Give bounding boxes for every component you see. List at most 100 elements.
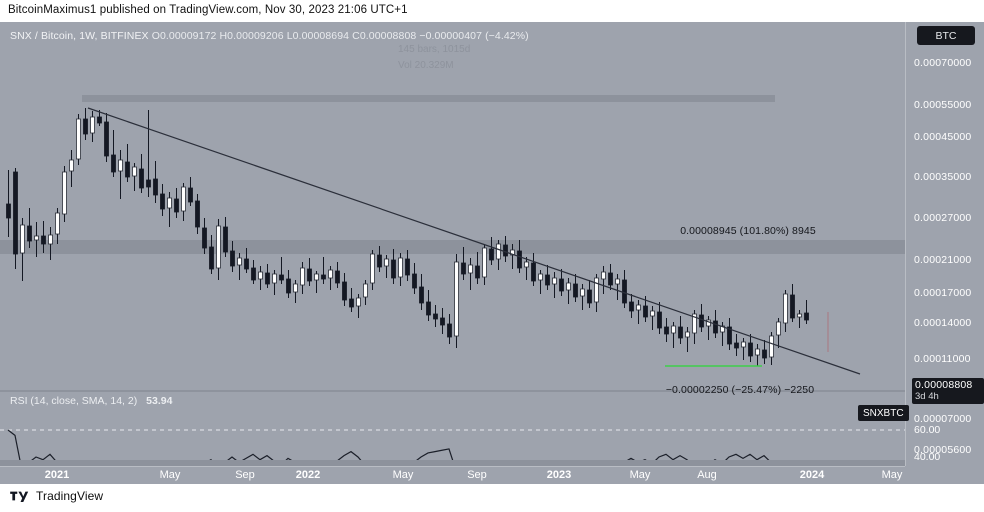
candle-body [216,225,221,269]
candle-body [657,311,662,329]
rsi-pane[interactable] [0,392,905,460]
legend-open-label: O [151,30,160,42]
candle-body [188,187,193,203]
bar-countdown: 3d 4h [915,391,939,402]
bars-info: 145 bars, 1015d [398,44,471,55]
price-tick-10: 0.00005600 [914,444,972,456]
candle-body [594,277,599,303]
candle-body [265,272,270,285]
legend-open-value: 0.00009172 [159,30,217,42]
time-label-9: 2024 [799,469,825,481]
rsi-lower-band [0,460,905,466]
rsi-plot [0,429,905,460]
candle-body [223,226,228,253]
chart-container[interactable]: SNX / Bitcoin, 1W, BITFINEX O0.00009172 … [0,22,984,484]
current-price-badge[interactable]: 0.00008808 3d 4h [912,378,984,404]
footer: TradingView [10,489,103,503]
rsi-legend[interactable]: RSI (14, close, SMA, 14, 2) 53.94 [10,395,172,407]
tradingview-logo-icon [10,490,30,502]
time-label-0: 2021 [44,469,70,481]
candle-body [433,313,438,320]
candle-body [132,166,137,177]
time-label-3: 2022 [295,469,321,481]
candle-body [489,248,494,261]
candle-body [545,274,550,286]
candle-body [237,257,242,266]
candle-body [636,304,641,311]
rsi-current-value: 53.94 [146,395,173,407]
candle-body [678,326,683,339]
time-label-2: Sep [235,469,255,481]
candle-body [139,168,144,189]
price-tick-6: 0.00017000 [914,287,972,299]
legend-low-label: L [286,30,293,42]
current-price-value: 0.00008808 [915,379,973,391]
candle-body [741,341,746,348]
candle-body [209,246,214,270]
candle-body [300,267,305,286]
candlestick-plot [0,95,905,375]
candle-body [412,273,417,289]
candle-body [230,250,235,267]
candle-body [76,118,81,160]
candle-body [321,274,326,280]
attribution-line: BitcoinMaximus1 published on TradingView… [8,4,408,16]
candle-body [762,349,767,359]
price-tick-5: 0.00021000 [914,254,972,266]
candle-body [461,262,466,275]
candle-body [748,342,753,357]
chart-legend[interactable]: SNX / Bitcoin, 1W, BITFINEX O0.00009172 … [10,30,529,42]
candle-body [685,331,690,338]
time-label-7: May [629,469,651,481]
candle-body [601,271,606,280]
candle-body [440,317,445,326]
candle-body [97,116,102,124]
candle-body [349,298,354,308]
candle-body [328,269,333,279]
currency-badge: BTC [917,26,975,45]
time-label-8: Aug [697,469,717,481]
candle-body [27,225,32,242]
descending-resistance [87,107,861,375]
time-axis[interactable]: 2021 May Sep 2022 May Sep 2023 May Aug 2024 May [0,466,984,484]
pane-separator [0,390,905,392]
price-axis[interactable]: BTC 0.00070000 0.00055000 0.00045000 0.0003… [906,22,984,466]
candle-body [419,286,424,304]
lower-resistance-zone [0,240,905,254]
time-label-5: Sep [467,469,487,481]
candle-body [41,235,46,245]
candle-body [776,321,781,336]
candle-body [468,264,473,274]
candle-body [573,283,578,298]
legend-close-value: 0.00008808 [359,30,417,42]
price-tick-2: 0.00045000 [914,131,972,143]
candle-body [524,261,529,268]
candle-body [251,267,256,281]
candle-body [377,254,382,268]
candle-body [293,283,298,293]
candle-body [783,293,788,324]
price-tick-7: 0.00014000 [914,317,972,329]
candle-body [566,282,571,291]
candle-body [34,235,39,241]
legend-high-label: H [219,30,228,42]
candle-body [244,258,249,270]
candle-body [405,258,410,276]
candle-body [48,234,53,245]
candle-body [692,313,697,334]
candle-body [118,159,123,172]
candle-body [69,159,74,172]
candle-body [384,258,389,267]
candle-body [734,342,739,349]
price-tick-8: 0.00011000 [914,353,971,365]
price-tick-1: 0.00055000 [914,99,972,111]
candle-body [174,198,179,213]
candle-body [13,171,18,255]
price-pane[interactable] [0,22,905,390]
candle-body [335,270,340,284]
candle-body [160,193,165,210]
legend-close-label: C [352,30,360,42]
candle-body [587,289,592,304]
candle-body [398,257,403,278]
